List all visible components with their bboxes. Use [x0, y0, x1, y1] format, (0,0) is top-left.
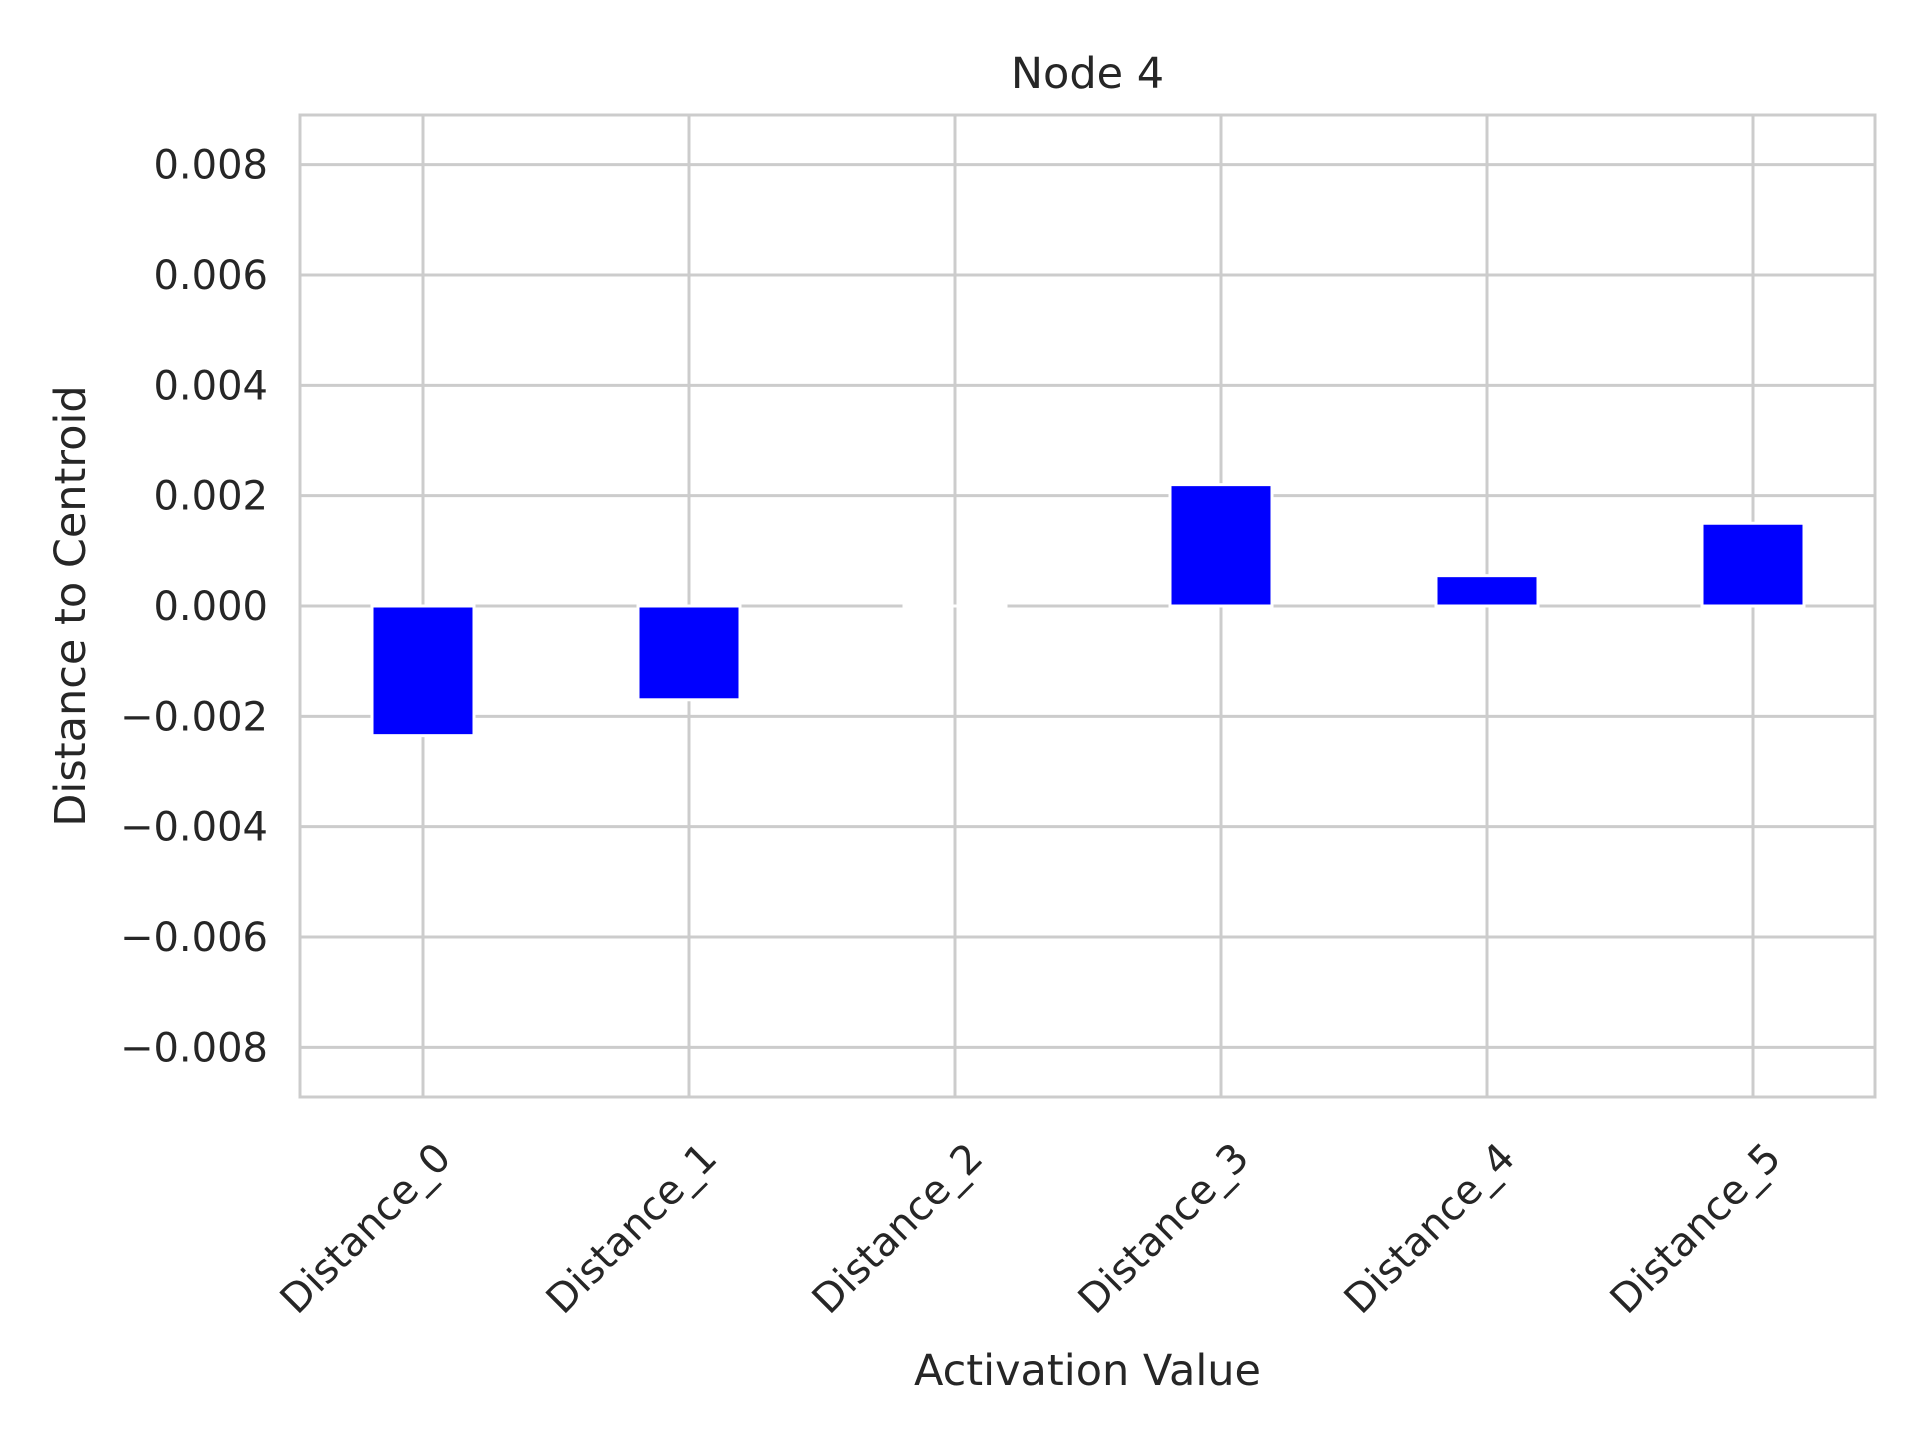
bar: [370, 604, 476, 738]
y-tick-label: −0.002: [120, 694, 268, 740]
y-tick-label: 0.000: [153, 584, 268, 630]
y-tick-label: 0.002: [153, 474, 268, 520]
y-tick-label: 0.004: [153, 363, 268, 409]
bar: [1168, 483, 1274, 608]
bar: [636, 604, 742, 702]
bars: [370, 483, 1806, 738]
y-axis-label: Distance to Centroid: [46, 385, 96, 826]
bar: [1434, 574, 1540, 608]
y-tick-label: −0.006: [120, 915, 268, 961]
chart-title: Node 4: [1011, 49, 1164, 99]
y-tick-label: 0.008: [153, 143, 268, 189]
y-tick-label: −0.008: [120, 1025, 268, 1071]
y-tick-label: 0.006: [153, 253, 268, 299]
plot-frame: [298, 113, 1877, 1099]
x-axis-label: Activation Value: [914, 1346, 1261, 1396]
bar: [1700, 521, 1806, 608]
y-tick-labels: −0.008 −0.006 −0.004 −0.002 0.000 0.002 0.004 0…: [120, 143, 268, 1072]
y-tick-label: −0.004: [120, 805, 268, 851]
